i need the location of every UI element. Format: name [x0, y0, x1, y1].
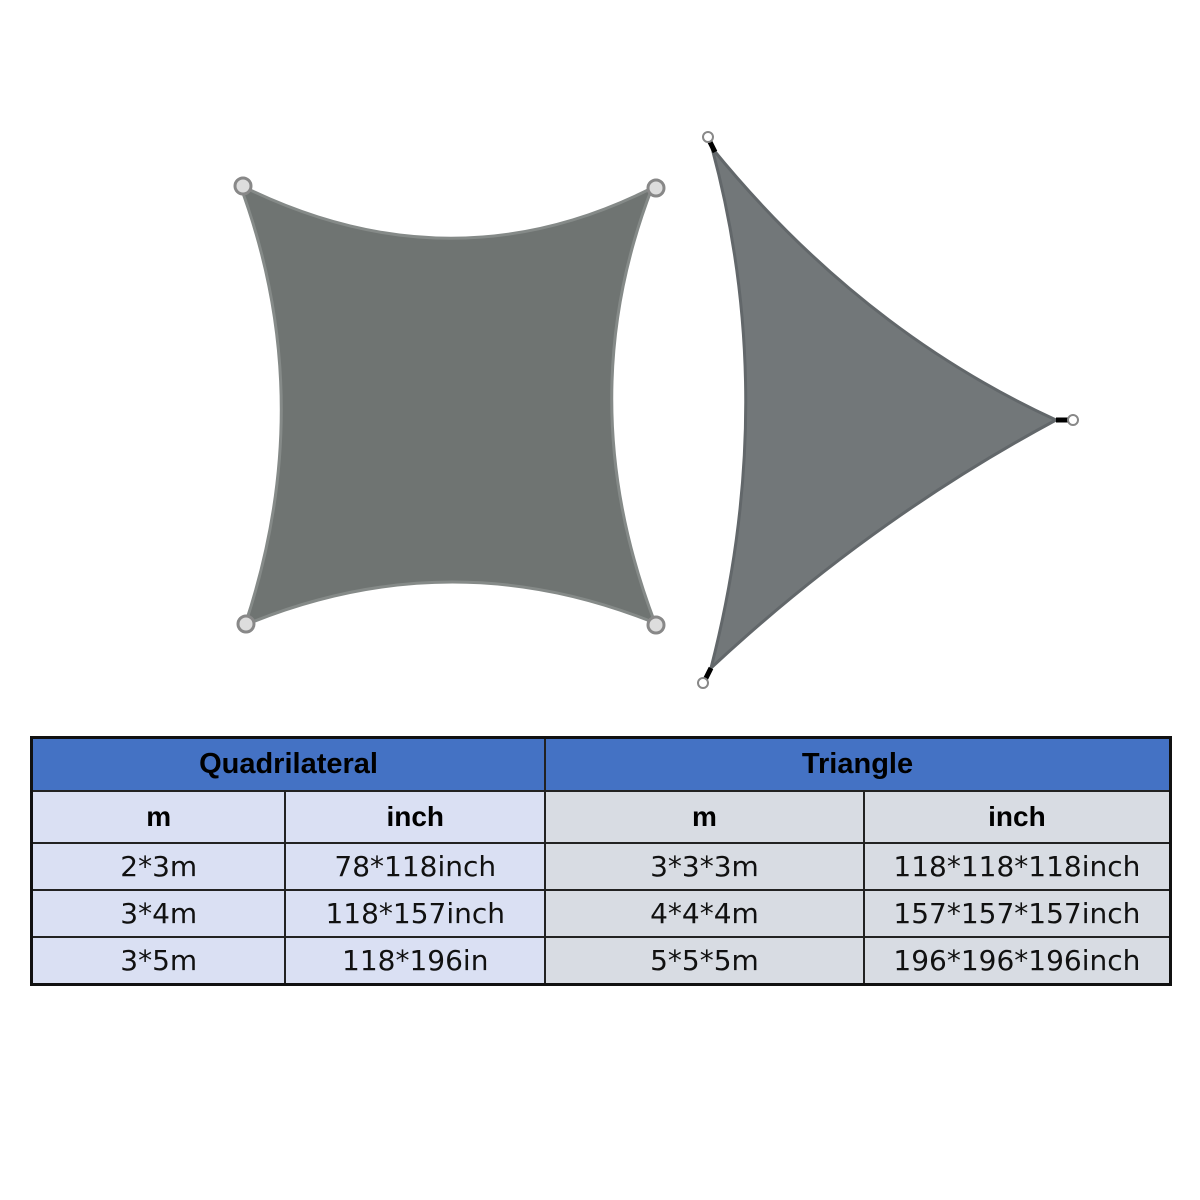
column-header: inch: [284, 790, 547, 844]
table-row: 3*5m 118*196in 5*5*5m 196*196*196inch: [30, 936, 1172, 986]
table-cell: 118*196in: [284, 936, 547, 986]
column-header: inch: [862, 790, 1172, 844]
table-cell: 5*5*5m: [544, 936, 865, 986]
table-row: 2*3m 78*118inch 3*3*3m 118*118*118inch: [30, 842, 1172, 891]
table-cell: 157*157*157inch: [862, 889, 1172, 938]
group-triangle: Triangle: [544, 736, 1172, 792]
table-cell: 3*5m: [30, 936, 287, 986]
column-header: m: [30, 790, 287, 844]
subheader-row: m inch m inch: [30, 790, 1172, 844]
grommet-icon: [1067, 414, 1079, 426]
grommet-icon: [697, 677, 709, 689]
table-cell: 196*196*196inch: [862, 936, 1172, 986]
group-quadrilateral: Quadrilateral: [30, 736, 547, 792]
grommet-icon: [236, 614, 256, 634]
table-cell: 4*4*4m: [544, 889, 865, 938]
table-cell: 3*4m: [30, 889, 287, 938]
table-cell: 118*157inch: [284, 889, 547, 938]
grommet-icon: [233, 176, 253, 196]
column-header: m: [544, 790, 865, 844]
table-cell: 2*3m: [30, 842, 287, 891]
shade-sail-illustrations: [233, 131, 1079, 689]
table-cell: 3*3*3m: [544, 842, 865, 891]
grommet-icon: [646, 615, 666, 635]
grommet-icon: [646, 178, 666, 198]
grommet-icon: [702, 131, 714, 143]
triangle-shade-sail: [697, 131, 1079, 689]
size-table: Quadrilateral Triangle m inch m inch 2*3…: [30, 736, 1172, 986]
quadrilateral-shade-sail: [233, 176, 666, 635]
table-row: 3*4m 118*157inch 4*4*4m 157*157*157inch: [30, 889, 1172, 938]
table-cell: 78*118inch: [284, 842, 547, 891]
table-cell: 118*118*118inch: [862, 842, 1172, 891]
group-header-row: Quadrilateral Triangle: [30, 736, 1172, 792]
